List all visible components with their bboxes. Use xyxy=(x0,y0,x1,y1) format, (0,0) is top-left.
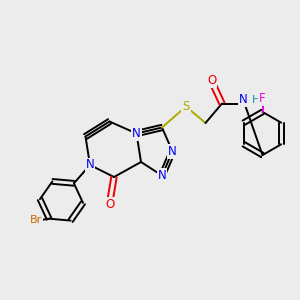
Text: N: N xyxy=(158,169,166,182)
Text: S: S xyxy=(182,100,190,113)
Text: O: O xyxy=(105,197,114,211)
Text: N: N xyxy=(132,127,141,140)
Text: N: N xyxy=(238,93,247,106)
Text: Br: Br xyxy=(29,215,42,225)
Text: N: N xyxy=(85,158,94,172)
Text: O: O xyxy=(207,74,216,88)
Text: H: H xyxy=(252,95,261,105)
Text: N: N xyxy=(168,145,177,158)
Text: F: F xyxy=(259,92,266,105)
